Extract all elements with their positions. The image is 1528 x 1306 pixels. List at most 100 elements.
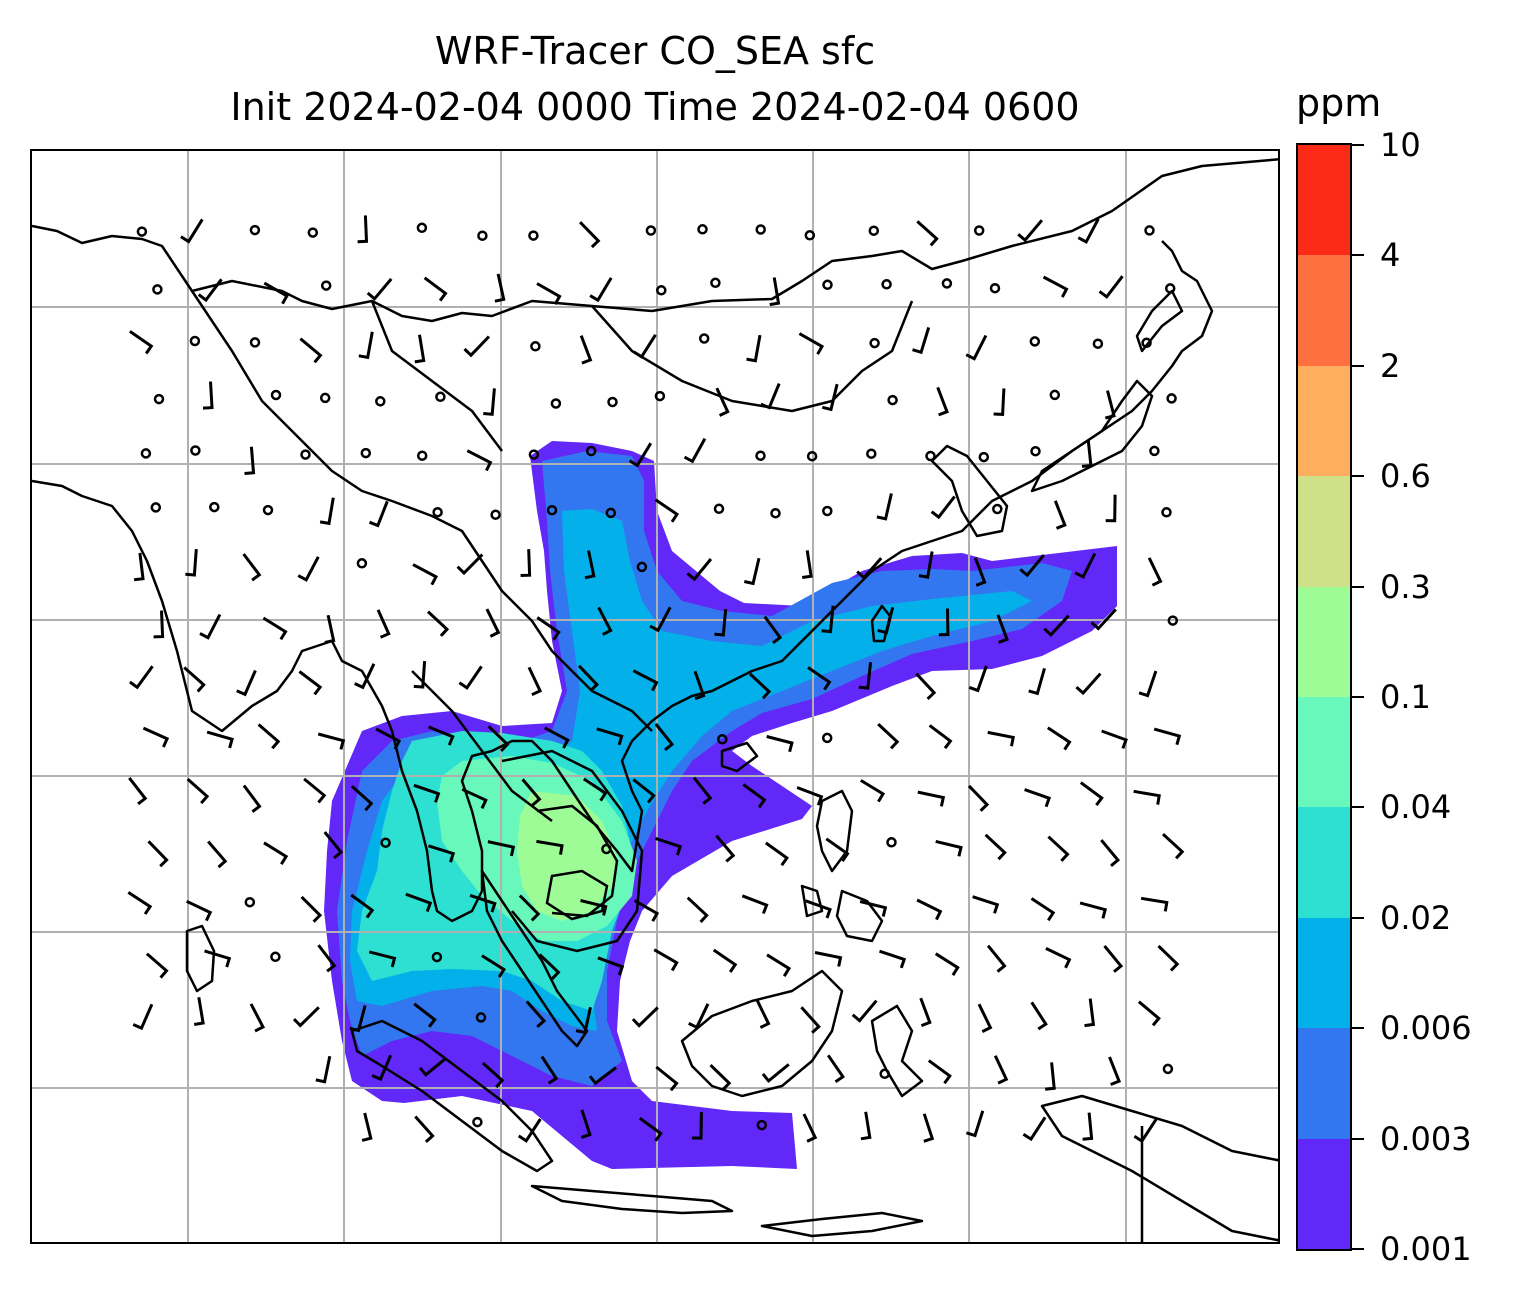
calm-wind-marker [866,448,877,459]
wind-barb [186,899,213,922]
wind-barb [653,948,679,972]
wind-barb [458,665,483,690]
calm-wind-marker [881,279,892,290]
calm-wind-marker [416,450,428,461]
calm-wind-marker [546,504,558,516]
wind-barb [536,839,564,855]
calm-wind-marker [249,337,261,348]
calm-wind-marker [307,227,319,238]
wind-barb [1079,901,1108,919]
wind-barb [769,277,781,307]
concentration-contours [501,749,644,953]
wind-barb [368,950,397,968]
wind-barb [317,944,337,973]
calm-wind-marker [189,335,201,347]
wind-barb [993,1055,1009,1085]
calm-wind-marker [821,732,833,744]
wind-barb [918,551,934,579]
wind-barb [1105,494,1117,523]
coastlines [32,158,1278,1242]
calm-wind-marker [475,1012,487,1023]
wind-barb [712,948,738,973]
wind-barb [375,727,402,750]
wind-barb [649,606,672,633]
wind-barb [860,1111,872,1141]
wind-barb [1053,500,1067,530]
calm-wind-marker [490,509,501,520]
wind-barb [928,724,953,750]
wind-barb [538,953,561,980]
colorbar-tick [1352,806,1364,809]
wind-barb [517,1118,542,1143]
wind-barb [860,779,886,803]
colorbar-unit-label: ppm [1296,81,1382,125]
wind-barb [1079,781,1104,807]
wind-barb [692,776,713,805]
wind-barb [376,609,391,639]
wind-barb [544,726,570,749]
map-canvas [32,151,1278,1242]
lat-lon-gridlines [32,151,1278,1242]
wind-barb [1047,835,1070,862]
wind-barb [859,900,888,917]
wind-barb [186,777,210,805]
calm-wind-marker [140,448,152,459]
colorbar-tick [1352,144,1364,146]
calm-wind-marker [710,277,721,289]
wind-barb [1030,897,1056,922]
wind-barb [127,891,153,915]
calm-wind-marker [530,341,541,352]
wind-barbs [127,215,1185,1144]
wind-barb [494,273,506,303]
wind-barb [180,218,204,244]
wind-barb [413,1002,437,1028]
wind-barb [1045,1062,1056,1091]
wind-barb [927,1059,952,1085]
wind-barb [802,1113,818,1143]
wind-barb [263,841,289,865]
calm-wind-marker [1029,336,1041,347]
wind-barb [1140,896,1169,912]
wind-barb [1022,1116,1047,1142]
wind-barb [1043,614,1070,637]
wind-barb [129,330,154,355]
wind-barb [936,386,949,417]
calm-wind-marker [1049,389,1061,401]
wind-barb [597,956,625,976]
calm-wind-marker [431,951,443,963]
calm-wind-marker [697,224,708,235]
wind-barb [965,334,988,361]
wind-barb [297,556,320,582]
calm-wind-marker [1141,337,1152,349]
calm-wind-marker [756,1119,768,1131]
wind-barb [632,778,656,804]
wind-barb [426,610,450,637]
colorbar-tick-label: 0.6 [1380,457,1431,496]
calm-wind-marker [822,505,833,517]
wind-barb [1133,1118,1158,1144]
calm-wind-marker [887,394,898,406]
wind-barb [536,282,562,305]
calm-wind-marker [416,222,428,234]
wind-barb [428,725,455,746]
colorbar-tick-label: 0.003 [1380,1119,1472,1158]
calm-wind-marker [869,337,880,349]
wind-barb [303,777,327,804]
wind-barb [714,608,728,637]
colorbar [1296,143,1352,1251]
wind-barb [588,1066,618,1086]
calm-wind-marker [585,445,597,457]
wind-barb [715,387,730,417]
calm-wind-marker [1164,283,1176,294]
colorbar-tick [1352,1248,1364,1250]
wind-barb [760,383,781,410]
wind-barb [1084,998,1096,1028]
wind-barb [461,787,488,810]
wind-barb [1103,944,1124,973]
wind-barb [814,951,843,967]
colorbar-tick-label: 0.001 [1380,1230,1472,1268]
wind-barb [185,548,198,577]
wind-barb [536,616,561,641]
wind-barb [580,899,608,916]
wind-barb [257,723,281,750]
